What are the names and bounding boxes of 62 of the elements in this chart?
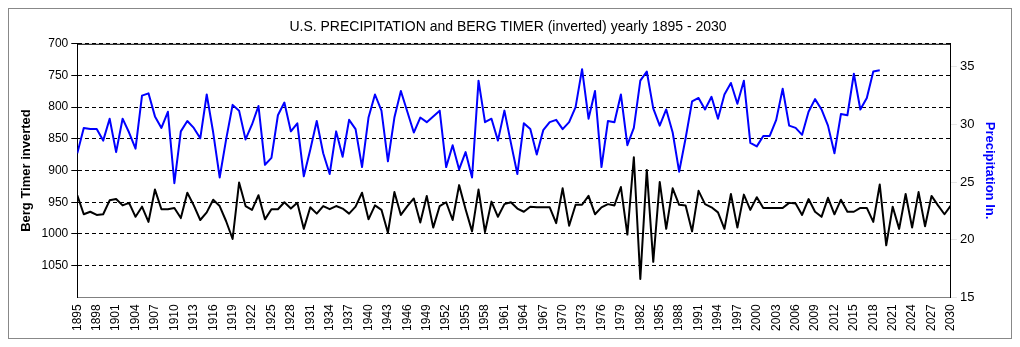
y-tick-label: 700 (48, 36, 69, 51)
x-tick-label: 2012 (826, 303, 841, 332)
y2-tick-label: 25 (959, 173, 975, 189)
y2-tick-label: 30 (959, 116, 975, 132)
y-tick-label: 1000 (41, 226, 69, 241)
x-tick-label: 1913 (186, 303, 201, 332)
y2-tick-label: 15 (959, 288, 975, 304)
y-tick-label: 950 (48, 194, 69, 209)
x-tick-label: 1988 (671, 303, 686, 332)
x-tick-label: 1976 (593, 303, 608, 332)
x-tick-label: 1952 (438, 303, 453, 332)
x-tick-label: 1910 (166, 303, 181, 332)
x-tick-label: 2030 (943, 303, 958, 332)
y-axis-title: Berg Timer inverted (18, 109, 34, 232)
y-tick-label: 900 (48, 162, 69, 177)
x-tick-label: 1895 (69, 303, 84, 332)
x-tick-label: 1955 (457, 303, 472, 332)
x-tick-label: 1940 (360, 303, 375, 332)
x-tick-label: 1973 (574, 303, 589, 332)
x-tick-label: 1994 (710, 303, 725, 332)
x-tick-label: 1922 (244, 303, 259, 332)
y-tick-label: 800 (48, 99, 69, 114)
y-tick-label: 850 (48, 131, 69, 146)
x-tick-label: 1946 (399, 303, 414, 332)
y2-tick-label: 20 (959, 231, 975, 247)
x-tick-label: 1958 (477, 303, 492, 332)
x-tick-label: 1943 (380, 303, 395, 332)
x-tick-label: 2006 (787, 303, 802, 332)
y2-tick-label: 35 (959, 58, 975, 74)
x-tick-label: 1961 (496, 303, 511, 332)
chart-title: U.S. PRECIPITATION and BERG TIMER (inverted) yearly 1895 - 2030 (289, 18, 727, 35)
x-tick-label: 2015 (846, 303, 861, 332)
y-tick-label: 750 (48, 67, 69, 82)
y2-axis-title: Precipitation In. (982, 121, 998, 220)
x-tick-label: 1898 (89, 303, 104, 332)
x-tick-label: 1904 (127, 303, 142, 332)
x-tick-label: 1991 (690, 303, 705, 332)
x-tick-label: 1916 (205, 303, 220, 332)
x-tick-label: 1937 (341, 303, 356, 332)
x-tick-label: 1997 (729, 303, 744, 332)
x-tick-label: 1970 (554, 303, 569, 332)
x-tick-label: 1931 (302, 303, 317, 332)
x-tick-label: 2000 (749, 303, 764, 332)
x-tick-label: 2027 (923, 303, 938, 332)
x-tick-label: 1934 (321, 303, 336, 332)
x-tick-label: 2003 (768, 303, 783, 332)
x-tick-label: 1967 (535, 303, 550, 332)
x-tick-label: 1964 (516, 303, 531, 332)
x-tick-label: 1901 (108, 303, 123, 332)
x-tick-label: 2009 (807, 303, 822, 332)
x-tick-label: 1949 (419, 303, 434, 332)
x-tick-label: 1982 (632, 303, 647, 332)
y-tick-label: 1050 (41, 257, 69, 272)
x-tick-label: 2021 (885, 303, 900, 332)
x-tick-label: 1928 (283, 303, 298, 332)
x-tick-label: 1985 (652, 303, 667, 332)
x-tick-label: 2024 (904, 303, 919, 332)
x-tick-label: 1979 (613, 303, 628, 332)
x-tick-label: 1925 (263, 303, 278, 332)
x-tick-label: 2018 (865, 303, 880, 332)
x-tick-label: 1907 (147, 303, 162, 332)
x-tick-label: 1919 (224, 303, 239, 332)
